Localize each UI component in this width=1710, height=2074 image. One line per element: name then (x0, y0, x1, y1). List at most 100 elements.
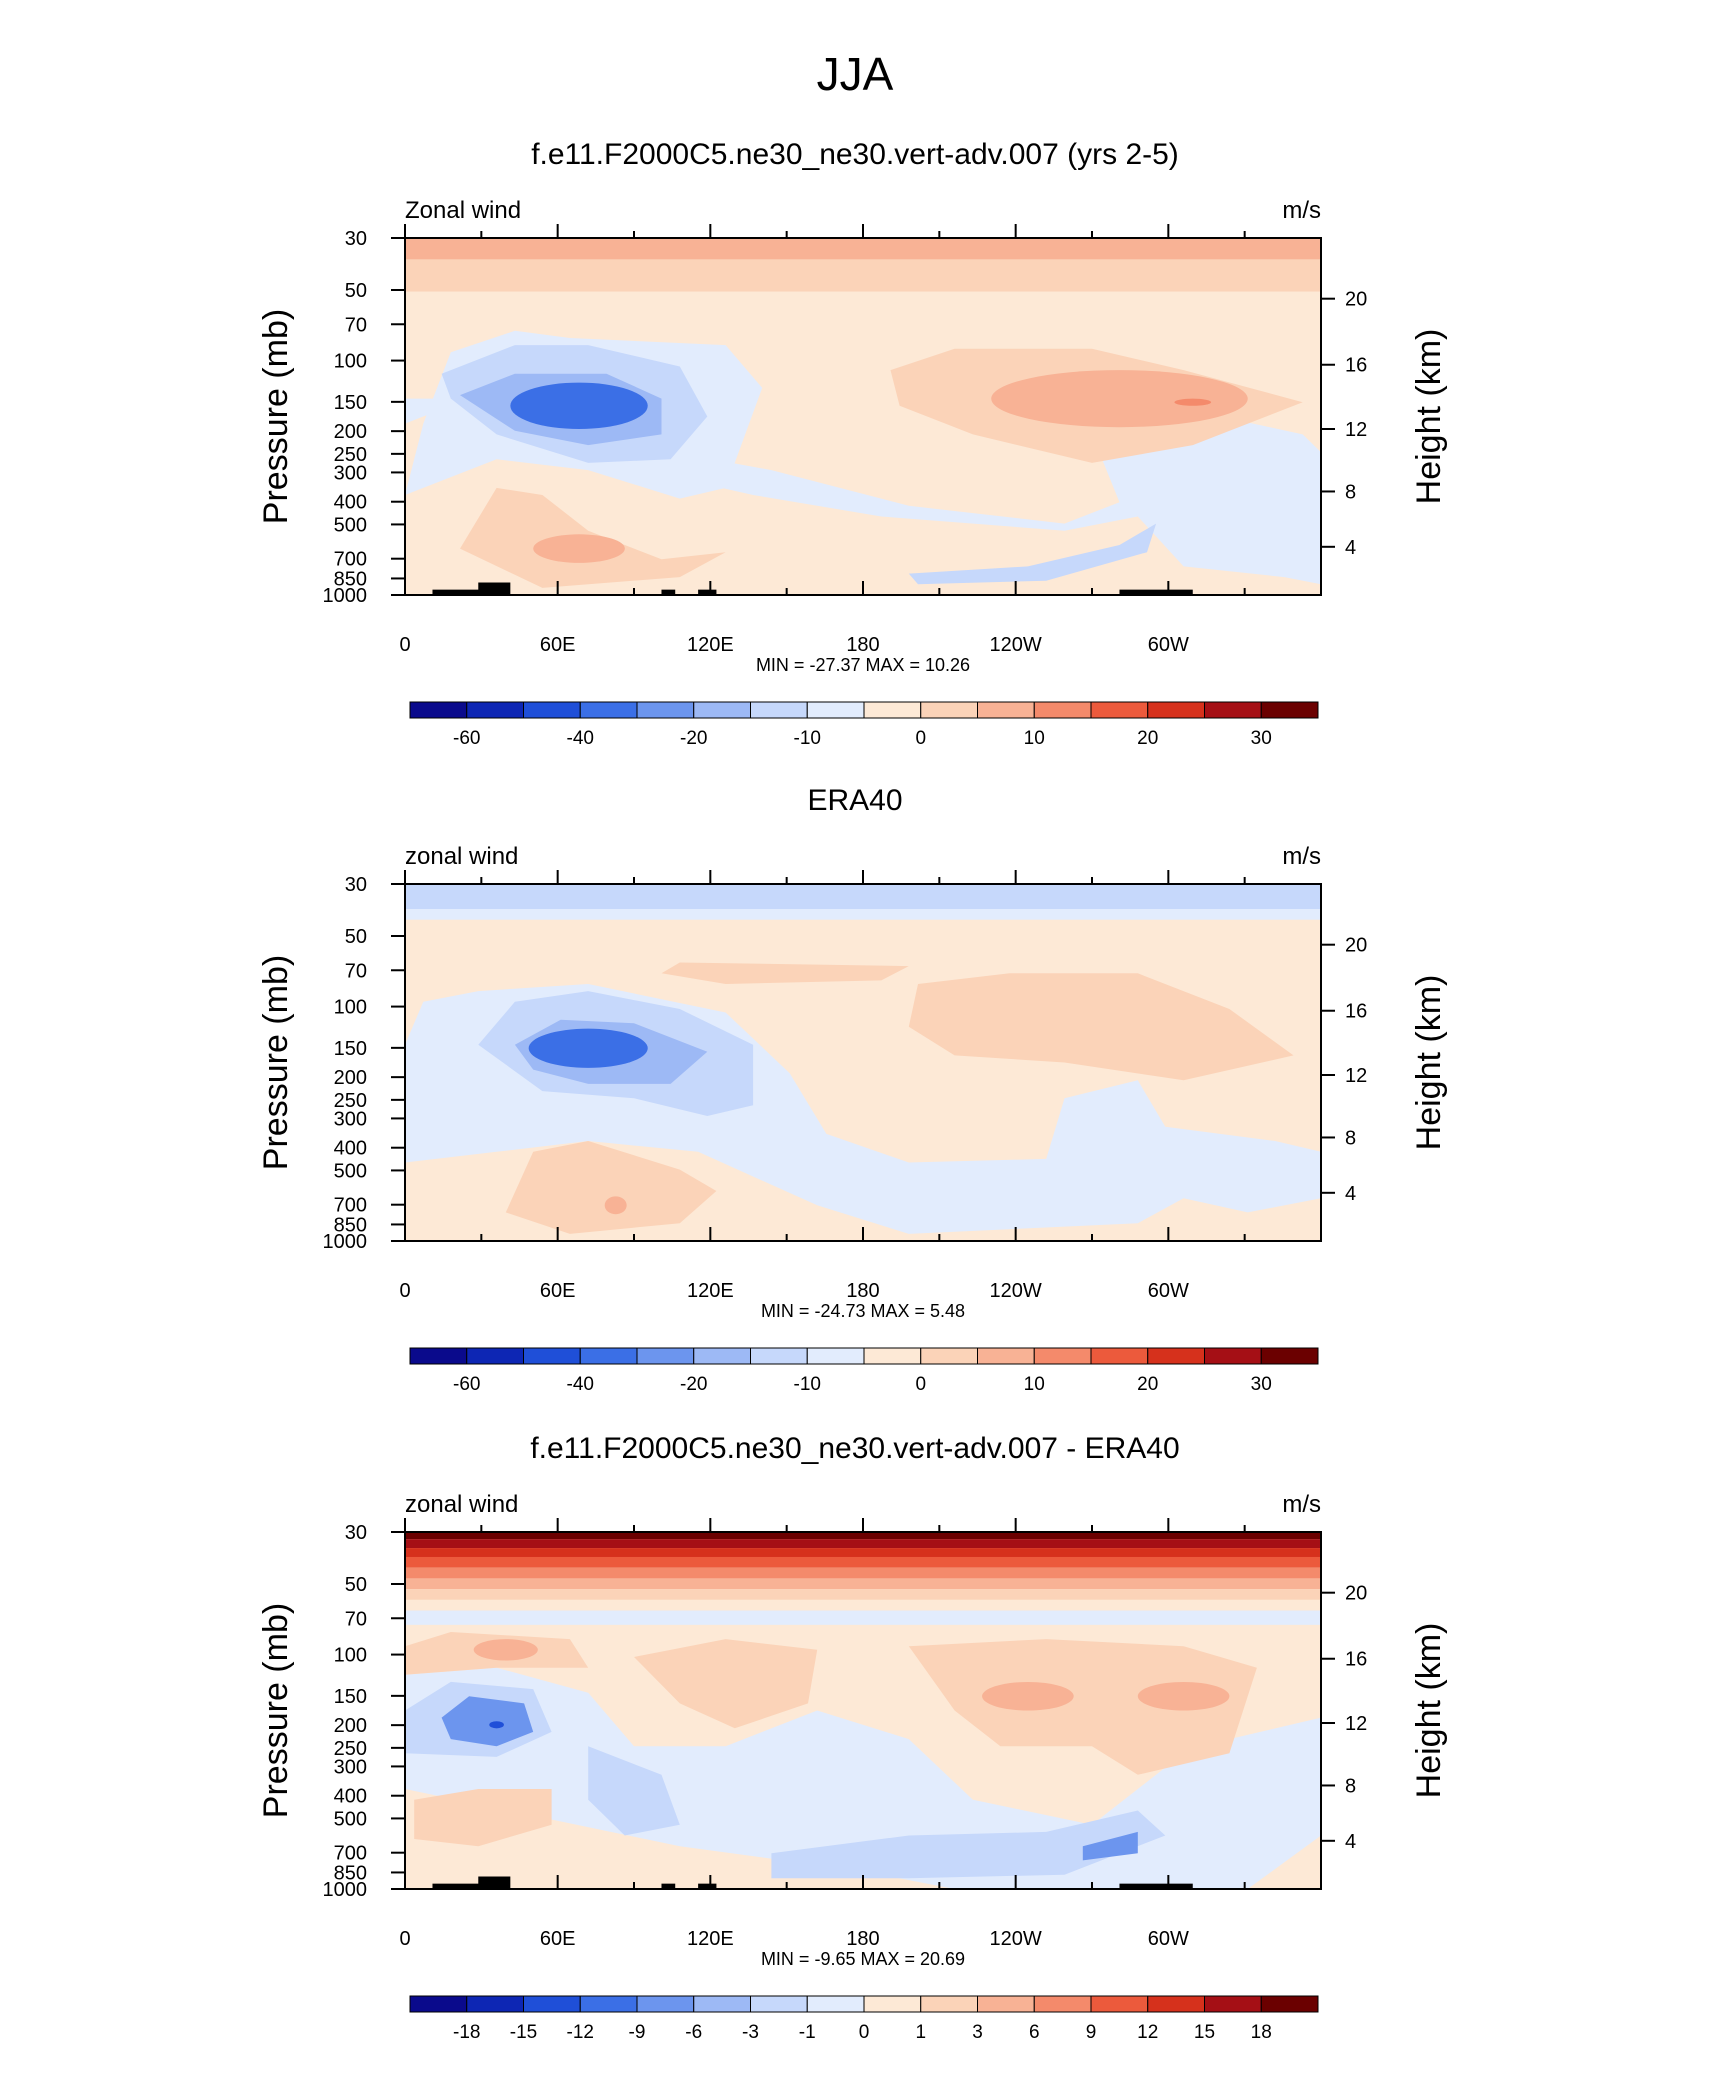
field-east-max (1174, 398, 1212, 406)
topography-mask (478, 582, 511, 595)
y-tick-label: 200 (334, 421, 367, 443)
panel-units-label: m/s (1282, 843, 1321, 870)
panel-3: f.e11.F2000C5.ne30_ne30.vert-adv.007 - E… (257, 1432, 1448, 2043)
y-tick-label: 300 (334, 1756, 367, 1778)
min-max-label: MIN = -9.65 MAX = 20.69 (761, 1949, 965, 1969)
colorbar-swatch (693, 1995, 751, 2013)
colorbar-label: 20 (1137, 1374, 1158, 1395)
y-tick-label: 200 (334, 1715, 367, 1737)
panel-variable-label: zonal wind (405, 1491, 518, 1518)
x-tick-label: 60E (540, 1928, 576, 1950)
colorbar-swatch (863, 1995, 922, 2013)
colorbar-swatch (523, 701, 581, 719)
y-tick-label: 50 (345, 280, 367, 302)
x-tick-label: 120E (687, 1928, 734, 1950)
x-tick-label: 180 (846, 1280, 879, 1302)
colorbar-label: 0 (859, 2022, 870, 2043)
field-band-9 (405, 1610, 1321, 1625)
y-tick-label: 100 (334, 1645, 367, 1667)
field-band-3 (405, 1548, 1321, 1557)
panel-title: f.e11.F2000C5.ne30_ne30.vert-adv.007 (yr… (531, 138, 1179, 171)
y-axis-title: Pressure (mb) (257, 1603, 295, 1818)
field-band-7 (405, 1589, 1321, 1600)
field-mid-blue (588, 1746, 680, 1836)
y-tick-label: 30 (345, 874, 367, 896)
x-tick-label: 0 (399, 634, 410, 656)
y-tick-label: 250 (334, 1738, 367, 1760)
colorbar-swatch (977, 1347, 1035, 1365)
y-tick-label: 200 (334, 1067, 367, 1089)
colorbar-label: -3 (742, 2022, 759, 2043)
y-axis-title: Pressure (mb) (257, 955, 295, 1170)
y-tick-label: 500 (334, 1160, 367, 1182)
y-tick-label: 700 (334, 1843, 367, 1865)
colorbar-swatch (636, 1995, 695, 2013)
colorbar-label: 0 (915, 728, 926, 749)
y-tick-label: 1000 (323, 1231, 368, 1253)
y-tick-label: 400 (334, 492, 367, 514)
topography-mask (698, 589, 717, 595)
field-mid-warm (634, 1639, 818, 1729)
y-tick-label: 400 (334, 1138, 367, 1160)
colorbar-swatch (920, 1995, 978, 2013)
colorbar-swatch (1033, 701, 1092, 719)
topography-mask (1119, 1883, 1193, 1889)
colorbar-label: -60 (453, 1374, 480, 1395)
field-low-blue (908, 523, 1157, 585)
colorbar-label: 9 (1086, 2022, 1097, 2043)
y-right-tick-label: 12 (1345, 1713, 1367, 1735)
field-band-top (405, 884, 1321, 909)
field-east-warm (908, 1639, 1257, 1775)
field-band-2 (405, 1539, 1321, 1549)
colorbar-swatch (1260, 701, 1319, 719)
colorbar-swatch (466, 1995, 524, 2013)
colorbar-label: -18 (453, 2022, 480, 2043)
y-tick-label: 70 (345, 314, 367, 336)
colorbar-swatch (466, 1347, 524, 1365)
colorbar-swatch (1147, 1995, 1205, 2013)
field-band-upper (405, 259, 1321, 292)
x-tick-label: 120W (990, 634, 1042, 656)
colorbar-label: 20 (1137, 728, 1158, 749)
y-right-tick-label: 20 (1345, 935, 1367, 957)
colorbar-swatch (1033, 1995, 1092, 2013)
field-band-4 (405, 1556, 1321, 1568)
colorbar-label: 18 (1251, 2022, 1272, 2043)
field-low-blue-core (1082, 1831, 1138, 1861)
colorbar-label: -9 (629, 2022, 646, 2043)
colorbar-label: -10 (794, 728, 821, 749)
colorbar-swatch (1090, 1347, 1149, 1365)
y-tick-label: 50 (345, 1574, 367, 1596)
colorbar-swatch (523, 1995, 581, 2013)
colorbar-label: -1 (799, 2022, 816, 2043)
colorbar-swatch (1147, 701, 1205, 719)
y-tick-label: 700 (334, 549, 367, 571)
colorbar-swatch (693, 1347, 751, 1365)
colorbar-swatch (750, 1995, 808, 2013)
colorbar-label: -40 (567, 728, 594, 749)
field-low-warm-core (604, 1196, 627, 1215)
field-jet-core (510, 382, 648, 429)
colorbar-label: 10 (1024, 1374, 1045, 1395)
panel-1: f.e11.F2000C5.ne30_ne30.vert-adv.007 (yr… (257, 138, 1448, 749)
x-tick-label: 0 (399, 1280, 410, 1302)
y-tick-label: 250 (334, 1090, 367, 1112)
colorbar-swatch (523, 1347, 581, 1365)
colorbar-swatch (863, 1347, 922, 1365)
panel-title: ERA40 (807, 784, 902, 817)
field-band-upper (405, 908, 1321, 920)
x-tick-label: 120W (990, 1280, 1042, 1302)
field-east-warm-core-1 (982, 1681, 1074, 1711)
colorbar-swatch (1090, 701, 1149, 719)
panels-group: f.e11.F2000C5.ne30_ne30.vert-adv.007 (yr… (257, 138, 1448, 2043)
x-tick-label: 120W (990, 1928, 1042, 1950)
x-tick-label: 60E (540, 634, 576, 656)
y-tick-label: 100 (334, 997, 367, 1019)
colorbar-label: -20 (680, 728, 707, 749)
colorbar-label: 30 (1251, 1374, 1272, 1395)
colorbar-label: -12 (567, 2022, 594, 2043)
y-tick-label: 30 (345, 228, 367, 250)
topography-mask (1119, 589, 1193, 595)
y-right-tick-label: 20 (1345, 289, 1367, 311)
